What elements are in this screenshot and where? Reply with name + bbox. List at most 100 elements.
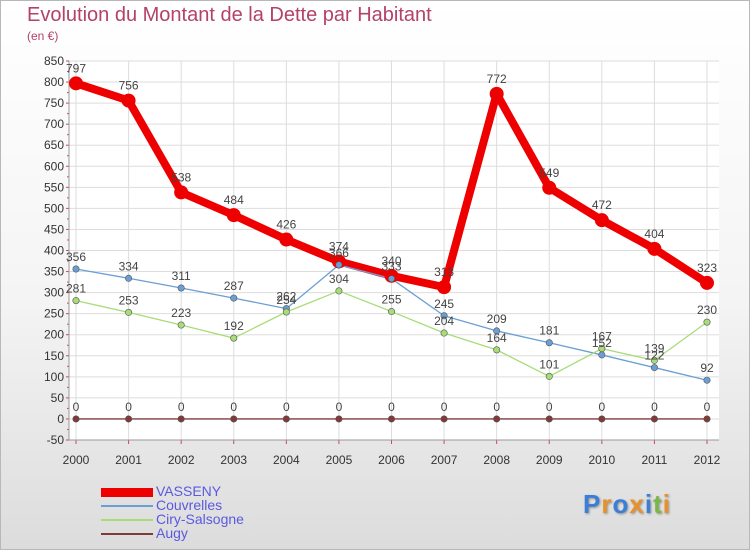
data-label: 245 [434, 297, 454, 311]
data-label: 164 [487, 331, 507, 345]
data-label: 334 [119, 259, 139, 273]
logo-letter: i [662, 489, 671, 519]
data-point [545, 415, 553, 423]
data-label: 0 [546, 400, 553, 414]
data-label: 204 [434, 314, 454, 328]
data-label: 313 [434, 265, 454, 279]
data-label: 254 [276, 293, 296, 307]
data-label: 797 [66, 61, 86, 75]
data-label: 0 [651, 400, 658, 414]
data-point [230, 334, 238, 342]
data-point [598, 345, 606, 353]
y-tick-label: 100 [44, 370, 64, 384]
data-point [72, 297, 80, 305]
x-tick-label: 2004 [273, 453, 300, 467]
y-tick-label: 750 [44, 96, 64, 110]
data-label: 101 [539, 357, 559, 371]
y-tick-label: 650 [44, 138, 64, 152]
data-point [121, 93, 136, 108]
x-tick-label: 2006 [378, 453, 405, 467]
legend-swatch [101, 487, 153, 497]
data-label: 122 [644, 349, 664, 363]
logo-letter: r [601, 489, 613, 519]
data-label: 772 [487, 72, 507, 86]
y-tick-label: 850 [44, 54, 64, 68]
y-tick-label: 350 [44, 265, 64, 279]
data-label: 0 [178, 400, 185, 414]
data-point [387, 275, 395, 283]
data-label: 0 [73, 400, 80, 414]
y-tick-label: 500 [44, 201, 64, 215]
data-point [177, 284, 185, 292]
data-point [545, 339, 553, 347]
data-point [440, 329, 448, 337]
chart-unit-label: (en €) [27, 29, 59, 43]
logo-letter: P [583, 489, 602, 519]
data-point [387, 308, 395, 316]
data-point [650, 356, 658, 364]
data-label: 0 [704, 400, 711, 414]
legend-label: VASSENY [156, 483, 222, 499]
data-point [493, 327, 501, 335]
data-point [230, 415, 238, 423]
data-point [125, 308, 133, 316]
logo-letter: i [644, 489, 654, 519]
data-point [282, 308, 290, 316]
series-group [69, 76, 714, 423]
data-point [174, 185, 189, 200]
y-tick-label: 300 [44, 286, 64, 300]
y-tick-label: 800 [44, 75, 64, 89]
data-point [700, 275, 714, 290]
data-label: 472 [592, 198, 612, 212]
data-point [650, 364, 658, 372]
data-label: 366 [329, 246, 349, 260]
data-label: 538 [171, 170, 191, 184]
data-labels: 797 756 538 484 426 374 340 313 772 549 472 404 323 3… [66, 61, 717, 414]
legend-swatch [101, 505, 153, 507]
data-label: 209 [487, 312, 507, 326]
y-tick-label: 600 [44, 159, 64, 173]
x-tick-label: 2000 [63, 453, 90, 467]
data-label: 281 [66, 282, 86, 296]
data-point [335, 287, 343, 295]
data-label: 230 [697, 303, 717, 317]
data-point [493, 346, 501, 354]
data-point [72, 415, 80, 423]
data-point [542, 180, 557, 195]
data-label: 92 [700, 361, 714, 375]
data-label: 0 [283, 400, 290, 414]
y-tick-label: 50 [51, 391, 65, 405]
x-tick-label: 2012 [694, 453, 721, 467]
data-point [72, 265, 80, 273]
data-label: 374 [329, 239, 349, 253]
data-label: 304 [329, 272, 349, 286]
data-label: 262 [276, 290, 296, 304]
x-tick-label: 2009 [536, 453, 563, 467]
grid-lines [69, 60, 719, 441]
data-label: 356 [66, 250, 86, 264]
data-label: 253 [119, 293, 139, 307]
legend-label: Ciry-Salsogne [156, 511, 244, 527]
data-point [282, 415, 290, 423]
y-tick-label: 250 [44, 307, 64, 321]
data-label: 323 [697, 261, 717, 275]
data-label: 0 [388, 400, 395, 414]
x-tick-label: 2008 [483, 453, 510, 467]
y-tick-label: 200 [44, 328, 64, 342]
data-point [230, 294, 238, 302]
data-label: 167 [592, 330, 612, 344]
y-tick-label: -50 [47, 433, 65, 447]
y-tick-label: 0 [57, 412, 64, 426]
data-point [545, 372, 553, 380]
data-label: 152 [592, 336, 612, 350]
data-point [598, 415, 606, 423]
data-point [703, 376, 711, 384]
data-point [598, 351, 606, 359]
data-label: 484 [224, 193, 244, 207]
data-point [279, 232, 294, 247]
data-label: 0 [125, 400, 132, 414]
data-point [335, 261, 343, 269]
x-tick-label: 2002 [168, 453, 195, 467]
legend-label: Augy [156, 525, 188, 541]
